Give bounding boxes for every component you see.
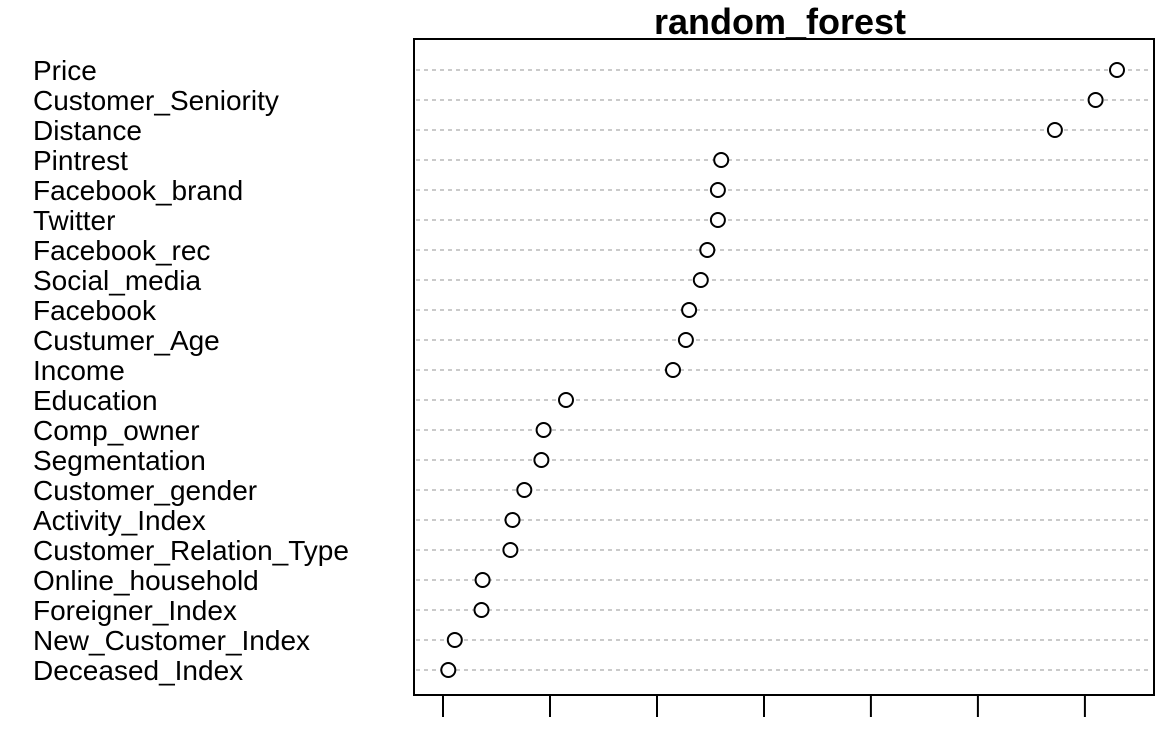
point-income [665,362,681,378]
point-twitter [709,212,726,228]
label-income: Income [33,355,125,386]
point-custumer-age [677,332,694,348]
label-social-media: Social_media [33,265,202,296]
label-comp-owner: Comp_owner [33,415,200,446]
chart-title: random_forest [654,1,906,42]
label-segmentation: Segmentation [33,445,206,476]
point-facebook-rec [699,242,716,258]
label-pintrest: Pintrest [33,145,128,176]
point-distance [1046,122,1063,138]
point-social-media [692,272,709,288]
point-customer-relation-type [502,542,519,558]
point-facebook [681,302,698,318]
label-distance: Distance [33,115,142,146]
point-education [558,392,574,408]
label-online-household: Online_household [33,565,259,596]
point-facebook-brand [709,182,726,198]
point-foreigner-index [473,602,490,618]
plot-frame [413,38,1155,696]
point-new-customer-index [446,632,463,648]
point-online-household [474,572,491,588]
label-facebook-rec: Facebook_rec [33,235,210,266]
label-activity-index: Activity_Index [33,505,206,536]
label-price: Price [33,55,97,86]
label-education: Education [33,385,158,416]
point-customer-gender [516,482,533,498]
point-customer-seniority [1087,92,1104,108]
data-points [440,62,1125,678]
gridlines [416,69,1152,671]
point-pintrest [713,152,730,168]
label-twitter: Twitter [33,205,115,236]
point-segmentation [533,452,550,468]
label-facebook-brand: Facebook_brand [33,175,243,206]
label-customer-seniority: Customer_Seniority [33,85,279,116]
x-axis-ticks [442,695,1086,717]
label-foreigner-index: Foreigner_Index [33,595,237,626]
label-customer-relation-type: Customer_Relation_Type [33,535,349,566]
label-facebook: Facebook [33,295,157,326]
label-new-customer-index: New_Customer_Index [33,625,310,656]
point-price [1109,62,1125,78]
label-deceased-index: Deceased_Index [33,655,243,686]
label-customer-gender: Customer_gender [33,475,257,506]
point-comp-owner [535,422,552,438]
variable-labels: PriceCustomer_SeniorityDistancePintrestF… [33,55,349,686]
label-custumer-age: Custumer_Age [33,325,220,356]
point-activity-index [504,512,521,528]
point-deceased-index [440,662,457,678]
